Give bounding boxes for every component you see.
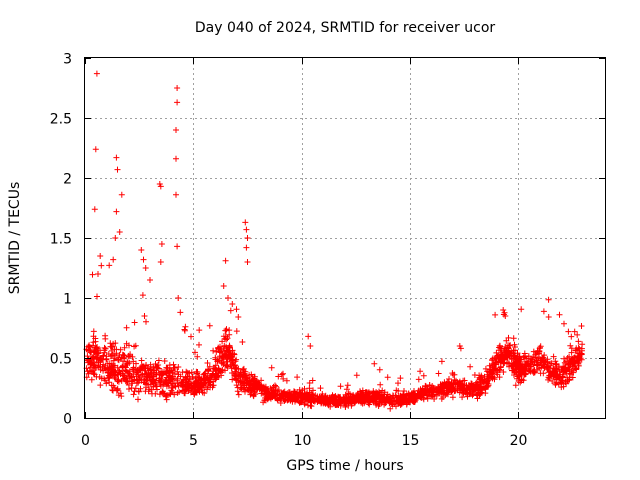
y-tick-label: 0.5 <box>50 352 72 368</box>
y-axis-title: SRMTID / TECUs <box>7 182 23 295</box>
data-points <box>83 70 586 412</box>
axis-ticks: 0 0.5 1 1.5 2 2.5 3 0 5 10 15 20 <box>50 52 605 449</box>
y-tick-label: 3 <box>63 52 72 68</box>
y-tick-label: 2.5 <box>50 112 72 128</box>
y-tick-label: 0 <box>63 412 72 428</box>
x-tick-label: 20 <box>510 433 528 449</box>
x-axis-title: GPS time / hours <box>286 458 403 474</box>
scatter-points <box>83 70 586 412</box>
chart-title: Day 040 of 2024, SRMTID for receiver uco… <box>195 20 496 36</box>
y-tick-label: 1 <box>63 292 72 308</box>
plot-frame <box>84 57 606 419</box>
grid <box>85 58 605 418</box>
x-tick-label: 0 <box>81 433 90 449</box>
x-tick-label: 5 <box>189 433 198 449</box>
x-tick-label: 15 <box>402 433 420 449</box>
y-tick-label: 2 <box>63 172 72 188</box>
y-tick-label: 1.5 <box>50 232 72 248</box>
x-tick-label: 10 <box>294 433 312 449</box>
